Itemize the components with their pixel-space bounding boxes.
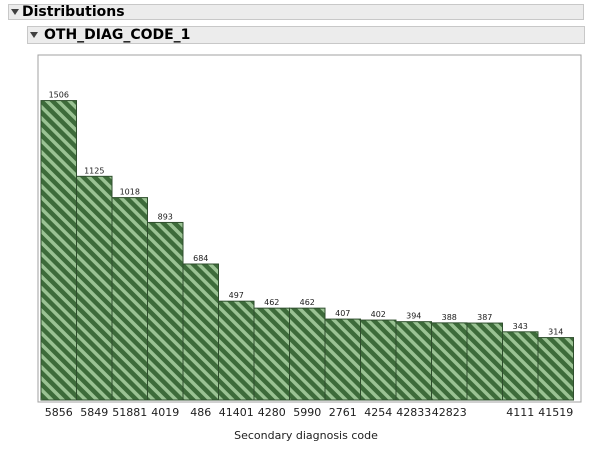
x-tick-label: 42833	[396, 406, 431, 419]
bar-4280[interactable]	[253, 307, 290, 401]
distributions-header[interactable]: Distributions	[8, 4, 584, 20]
data-label: 343	[513, 322, 528, 331]
bar-41519[interactable]	[537, 337, 574, 401]
x-tick-label: 4111	[506, 406, 534, 419]
x-tick-label: 5849	[80, 406, 108, 419]
x-tick-label: 4019	[151, 406, 179, 419]
x-tick-label: 4280	[258, 406, 286, 419]
bar-4254[interactable]	[360, 319, 397, 401]
data-label: 893	[158, 212, 173, 221]
x-tick-label: 41519	[538, 406, 573, 419]
bar-42823[interactable]	[431, 322, 468, 401]
x-tick-label: 486	[190, 406, 211, 419]
bar-41401[interactable]	[218, 300, 255, 401]
data-label: 462	[264, 298, 279, 307]
bar-4019[interactable]	[147, 221, 184, 401]
data-label: 462	[300, 298, 315, 307]
data-label: 407	[335, 309, 350, 318]
bar-42833[interactable]	[395, 321, 432, 401]
x-tick-label: 41401	[219, 406, 254, 419]
collapse-triangle-icon[interactable]	[30, 32, 38, 38]
bar-486[interactable]	[182, 263, 219, 401]
bar-51881[interactable]	[111, 197, 148, 401]
x-tick-label: 2761	[329, 406, 357, 419]
bar-4111[interactable]	[502, 331, 539, 401]
data-label: 497	[229, 291, 244, 300]
variable-header[interactable]: OTH_DIAG_CODE_1	[27, 26, 585, 44]
data-label: 402	[371, 310, 386, 319]
variable-title: OTH_DIAG_CODE_1	[44, 27, 191, 43]
x-tick-label: 51881	[112, 406, 147, 419]
x-tick-label: 42823	[432, 406, 467, 419]
data-label: 314	[548, 328, 563, 337]
bar-2761[interactable]	[324, 318, 361, 401]
data-label: 387	[477, 313, 492, 322]
x-tick-label: 5856	[45, 406, 73, 419]
distributions-title: Distributions	[22, 4, 125, 20]
x-tick-label: 5990	[293, 406, 321, 419]
bar-5856[interactable]	[40, 100, 77, 401]
bar-5849[interactable]	[76, 175, 113, 401]
collapse-triangle-icon[interactable]	[11, 9, 19, 15]
data-label: 1506	[49, 91, 69, 100]
bar-unlabeled[interactable]	[466, 322, 503, 401]
x-axis-title: Secondary diagnosis code	[234, 429, 378, 442]
data-label: 388	[442, 313, 457, 322]
data-label: 684	[193, 254, 208, 263]
data-label: 394	[406, 312, 421, 321]
data-label: 1125	[84, 166, 104, 175]
data-label: 1018	[120, 188, 140, 197]
bar-5990[interactable]	[289, 307, 326, 401]
x-tick-label: 4254	[364, 406, 392, 419]
